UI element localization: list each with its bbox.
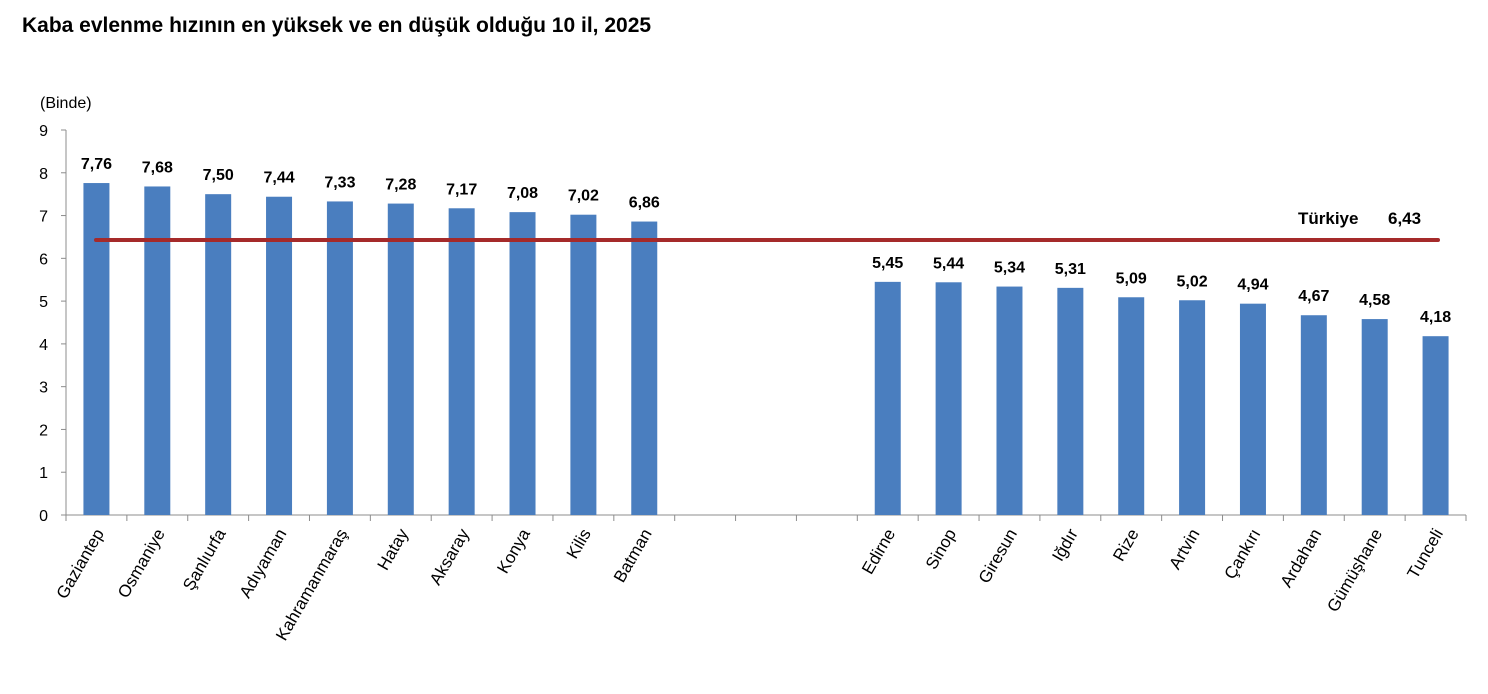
data-label: 7,08 <box>507 185 538 202</box>
chart-title: Kaba evlenme hızının en yüksek ve en düş… <box>22 14 652 37</box>
y-tick-label: 5 <box>39 294 48 311</box>
data-label: 7,33 <box>324 174 355 191</box>
bar <box>326 201 353 515</box>
x-category-label: Kilis <box>563 526 595 562</box>
turkiye-average-value: 6,43 <box>1388 209 1421 228</box>
data-label: 7,44 <box>263 170 294 187</box>
x-category-label: Şanlıurfa <box>179 525 230 594</box>
y-tick-label: 0 <box>39 508 48 525</box>
bar <box>570 214 597 515</box>
y-tick-label: 6 <box>39 251 48 268</box>
x-category-label: Batman <box>610 526 656 586</box>
data-label: 5,44 <box>933 255 964 272</box>
bar <box>266 196 293 515</box>
y-axis-unit-label: (Binde) <box>40 95 92 112</box>
data-label: 4,67 <box>1298 288 1329 305</box>
y-tick-label: 7 <box>39 209 48 226</box>
bar <box>874 281 901 515</box>
data-label: 7,50 <box>203 167 234 184</box>
bar <box>83 183 110 516</box>
data-label: 7,17 <box>446 181 477 198</box>
data-label: 6,86 <box>629 195 660 212</box>
x-category-label: Iğdır <box>1048 525 1082 564</box>
x-category-label: Artvin <box>1165 526 1203 573</box>
data-label: 7,68 <box>142 159 173 176</box>
y-tick-label: 3 <box>39 380 48 397</box>
x-category-label: Giresun <box>975 526 1021 587</box>
data-label: 4,18 <box>1420 309 1451 326</box>
bar <box>387 203 414 516</box>
y-tick-label: 2 <box>39 422 48 439</box>
data-label: 5,02 <box>1177 273 1208 290</box>
x-category-label: Adıyaman <box>236 526 291 602</box>
x-category-label: Rize <box>1109 526 1142 565</box>
data-label: 4,58 <box>1359 292 1390 309</box>
y-tick-label: 9 <box>39 123 48 140</box>
x-category-label: Gaziantep <box>53 526 108 603</box>
bar <box>996 286 1023 515</box>
x-category-label: Edirne <box>858 526 899 578</box>
data-label: 4,94 <box>1237 277 1268 294</box>
data-label: 5,34 <box>994 260 1025 277</box>
x-category-label: Tunceli <box>1403 526 1447 582</box>
data-label: 5,45 <box>872 255 903 272</box>
bar <box>1057 287 1084 515</box>
bar <box>1361 319 1388 515</box>
bar <box>1300 315 1327 515</box>
x-category-label: Ardahan <box>1277 526 1326 591</box>
turkiye-average-label: Türkiye <box>1298 209 1358 228</box>
bar <box>205 194 232 515</box>
x-category-label: Aksaray <box>426 525 473 588</box>
data-label: 7,28 <box>385 177 416 194</box>
x-category-label: Gümüşhane <box>1323 526 1386 616</box>
data-label: 7,02 <box>568 188 599 205</box>
bar <box>144 186 171 515</box>
bar <box>509 212 536 515</box>
y-tick-label: 1 <box>39 465 48 482</box>
bar <box>1239 303 1266 515</box>
bar <box>1422 336 1449 515</box>
y-tick-label: 8 <box>39 166 48 183</box>
x-category-label: Sinop <box>922 526 960 573</box>
data-label: 5,09 <box>1116 270 1147 287</box>
x-category-label: Çankırı <box>1221 526 1265 583</box>
data-label: 7,76 <box>81 156 112 173</box>
x-category-label: Konya <box>493 525 534 577</box>
bar <box>1179 300 1206 515</box>
y-tick-label: 4 <box>39 337 48 354</box>
bar <box>935 282 962 515</box>
x-category-label: Hatay <box>374 525 413 573</box>
bar <box>1118 297 1145 515</box>
data-label: 5,31 <box>1055 261 1086 278</box>
bar <box>631 221 658 516</box>
bar <box>448 208 475 516</box>
x-category-label: Osmaniye <box>114 526 169 602</box>
